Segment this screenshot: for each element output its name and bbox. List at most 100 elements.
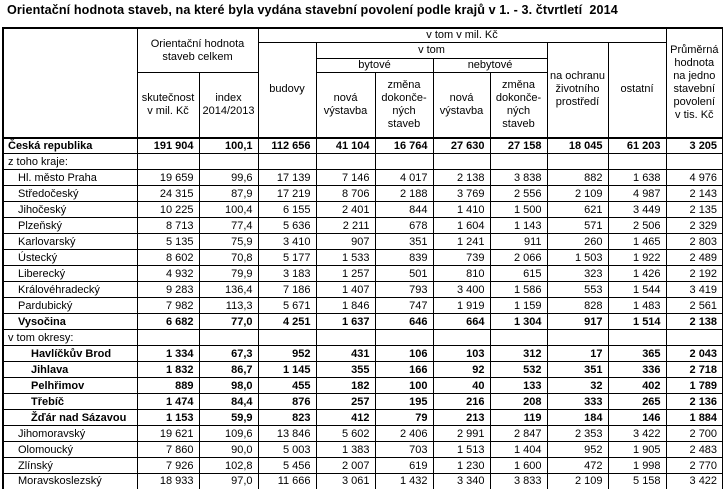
value-cell: 1 846 xyxy=(315,297,376,314)
table-row: Žďár nad Sázavou 1 153 59,9 823 412 79 213 119 1… xyxy=(2,409,723,426)
value-cell: 472 xyxy=(546,457,609,474)
value-cell: 1 905 xyxy=(607,441,667,458)
value-cell: 1 789 xyxy=(665,377,723,394)
value-cell: 2 211 xyxy=(315,217,376,234)
value-cell: 11 666 xyxy=(257,473,317,489)
value-cell: 828 xyxy=(546,297,609,314)
value-cell: 32 xyxy=(546,377,609,394)
region-label: Královéhradecký xyxy=(2,281,138,298)
value-cell: 351 xyxy=(546,361,609,378)
value-cell: 41 104 xyxy=(315,136,376,154)
value-cell: 312 xyxy=(489,345,548,362)
table-row: Havlíčkův Brod 1 334 67,3 952 431 106 103 312 17… xyxy=(2,345,723,362)
table-row: z toho kraje: xyxy=(2,153,723,170)
value-cell: 2 803 xyxy=(665,233,723,250)
table-row: Karlovarský 5 135 75,9 3 410 907 351 1 241 911 2… xyxy=(2,233,723,250)
value-cell: 113,3 xyxy=(198,297,259,314)
value-cell: 1 600 xyxy=(489,457,548,474)
table-row: Moravskoslezský 18 933 97,0 11 666 3 061 1 43… xyxy=(2,473,723,489)
value-cell: 1 544 xyxy=(607,281,667,298)
value-cell: 3 419 xyxy=(665,281,723,298)
region-label: z toho kraje: xyxy=(2,153,138,170)
value-cell: 86,7 xyxy=(198,361,259,378)
value-cell xyxy=(374,329,434,346)
value-cell: 1 533 xyxy=(315,249,376,266)
value-cell: 17 139 xyxy=(257,169,317,186)
value-cell: 257 xyxy=(315,393,376,410)
table-header: Orientační hodnota staveb celkem v tom v… xyxy=(2,27,723,138)
value-cell: 7 860 xyxy=(136,441,200,458)
value-cell: 97,0 xyxy=(198,473,259,489)
value-cell: 2 991 xyxy=(432,425,491,442)
value-cell: 1 513 xyxy=(432,441,491,458)
value-cell xyxy=(198,153,259,170)
value-cell: 889 xyxy=(136,377,200,394)
value-cell xyxy=(257,153,317,170)
header-average-value: Průměrná hodnota na jedno stavební povol… xyxy=(665,27,723,138)
value-cell: 2 353 xyxy=(546,425,609,442)
value-cell: 10 225 xyxy=(136,201,200,218)
value-cell: 3 410 xyxy=(257,233,317,250)
value-cell xyxy=(315,329,376,346)
value-cell: 355 xyxy=(315,361,376,378)
value-cell: 119 xyxy=(489,409,548,426)
value-cell: 1 383 xyxy=(315,441,376,458)
value-cell: 1 404 xyxy=(489,441,548,458)
value-cell: 77,4 xyxy=(198,217,259,234)
value-cell: 4 976 xyxy=(665,169,723,186)
value-cell: 84,4 xyxy=(198,393,259,410)
value-cell: 67,3 xyxy=(198,345,259,362)
value-cell: 1 503 xyxy=(546,249,609,266)
value-cell: 100,4 xyxy=(198,201,259,218)
value-cell: 2 007 xyxy=(315,457,376,474)
value-cell xyxy=(607,329,667,346)
value-cell: 402 xyxy=(607,377,667,394)
value-cell: 100 xyxy=(374,377,434,394)
value-cell: 336 xyxy=(607,361,667,378)
region-label: v tom okresy: xyxy=(2,329,138,346)
value-cell xyxy=(136,153,200,170)
value-cell: 2 406 xyxy=(374,425,434,442)
header-buildings: budovy xyxy=(257,42,317,138)
value-cell: 703 xyxy=(374,441,434,458)
region-label: Pelhřimov xyxy=(2,377,138,394)
value-cell: 1 998 xyxy=(607,457,667,474)
value-cell: 61 203 xyxy=(607,136,667,154)
value-cell: 79 xyxy=(374,409,434,426)
value-cell: 2 136 xyxy=(665,393,723,410)
value-cell: 98,0 xyxy=(198,377,259,394)
value-cell: 2 847 xyxy=(489,425,548,442)
value-cell: 2 138 xyxy=(432,169,491,186)
value-cell: 19 659 xyxy=(136,169,200,186)
value-cell: 99,6 xyxy=(198,169,259,186)
value-cell: 6 682 xyxy=(136,313,200,330)
value-cell: 1 257 xyxy=(315,265,376,282)
value-cell: 351 xyxy=(374,233,434,250)
table-row: Třebíč 1 474 84,4 876 257 195 216 208 333 265 2 13… xyxy=(2,393,723,410)
value-cell: 844 xyxy=(374,201,434,218)
region-label: Liberecký xyxy=(2,265,138,282)
value-cell: 2 506 xyxy=(607,217,667,234)
value-cell: 4 017 xyxy=(374,169,434,186)
value-cell: 9 283 xyxy=(136,281,200,298)
value-cell: 7 186 xyxy=(257,281,317,298)
region-label: Zlínský xyxy=(2,457,138,474)
value-cell: 5 003 xyxy=(257,441,317,458)
value-cell: 70,8 xyxy=(198,249,259,266)
value-cell: 17 xyxy=(546,345,609,362)
value-cell: 882 xyxy=(546,169,609,186)
value-cell: 365 xyxy=(607,345,667,362)
value-cell: 3 183 xyxy=(257,265,317,282)
value-cell: 646 xyxy=(374,313,434,330)
table-row: Hl. město Praha 19 659 99,6 17 139 7 146 4 01… xyxy=(2,169,723,186)
table-row: Vysočina 6 682 77,0 4 251 1 637 646 664 1 304 91… xyxy=(2,313,723,330)
region-label: Ústecký xyxy=(2,249,138,266)
value-cell: 1 432 xyxy=(374,473,434,489)
region-label: Středočeský xyxy=(2,185,138,202)
table-row: Zlínský 7 926 102,8 5 456 2 007 619 1 230 1 600… xyxy=(2,457,723,474)
value-cell: 213 xyxy=(432,409,491,426)
value-cell: 106 xyxy=(374,345,434,362)
value-cell xyxy=(489,153,548,170)
region-label: Jihomoravský xyxy=(2,425,138,442)
value-cell: 3 422 xyxy=(607,425,667,442)
